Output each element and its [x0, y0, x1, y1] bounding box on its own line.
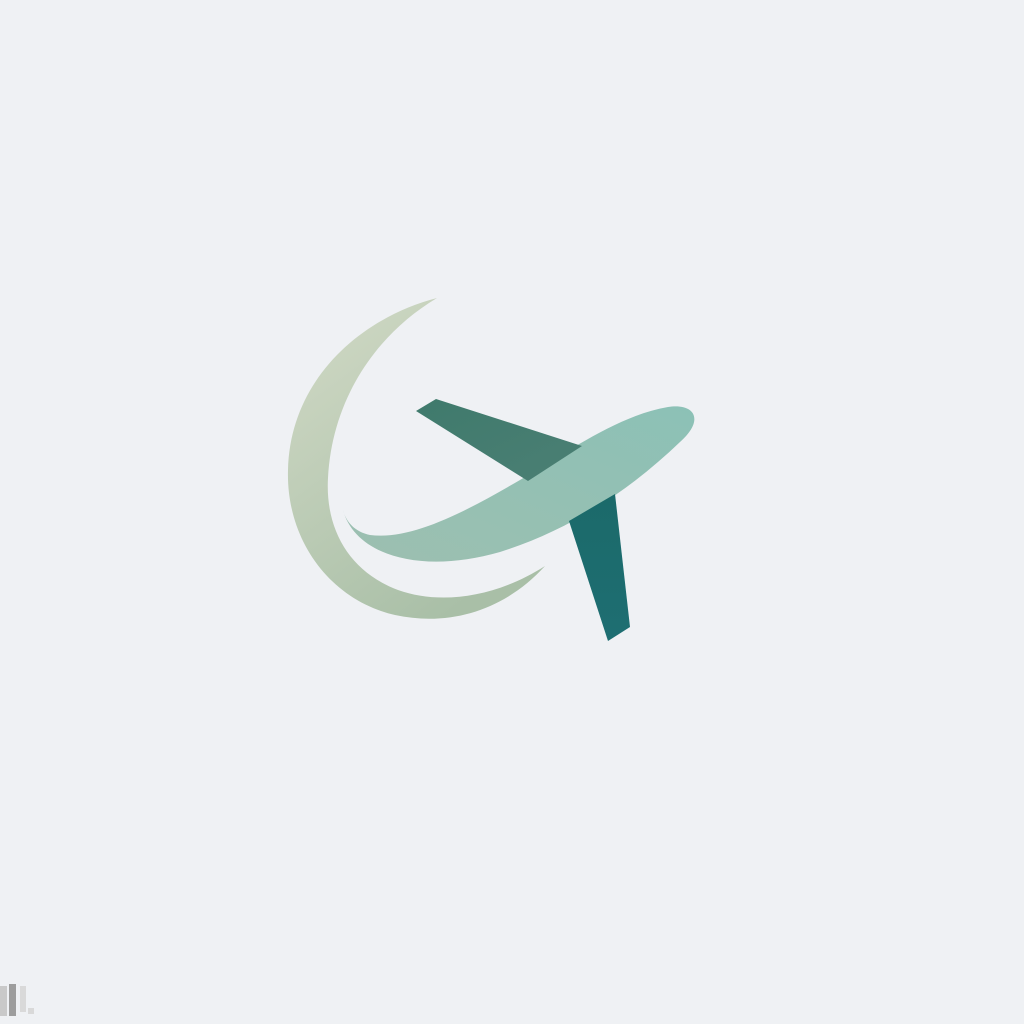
generator-watermark-icon — [0, 984, 34, 1016]
crescent-arc — [287, 298, 545, 619]
upper-wing — [416, 399, 582, 481]
lower-wing — [569, 494, 630, 641]
fuselage-swoosh — [343, 406, 695, 562]
